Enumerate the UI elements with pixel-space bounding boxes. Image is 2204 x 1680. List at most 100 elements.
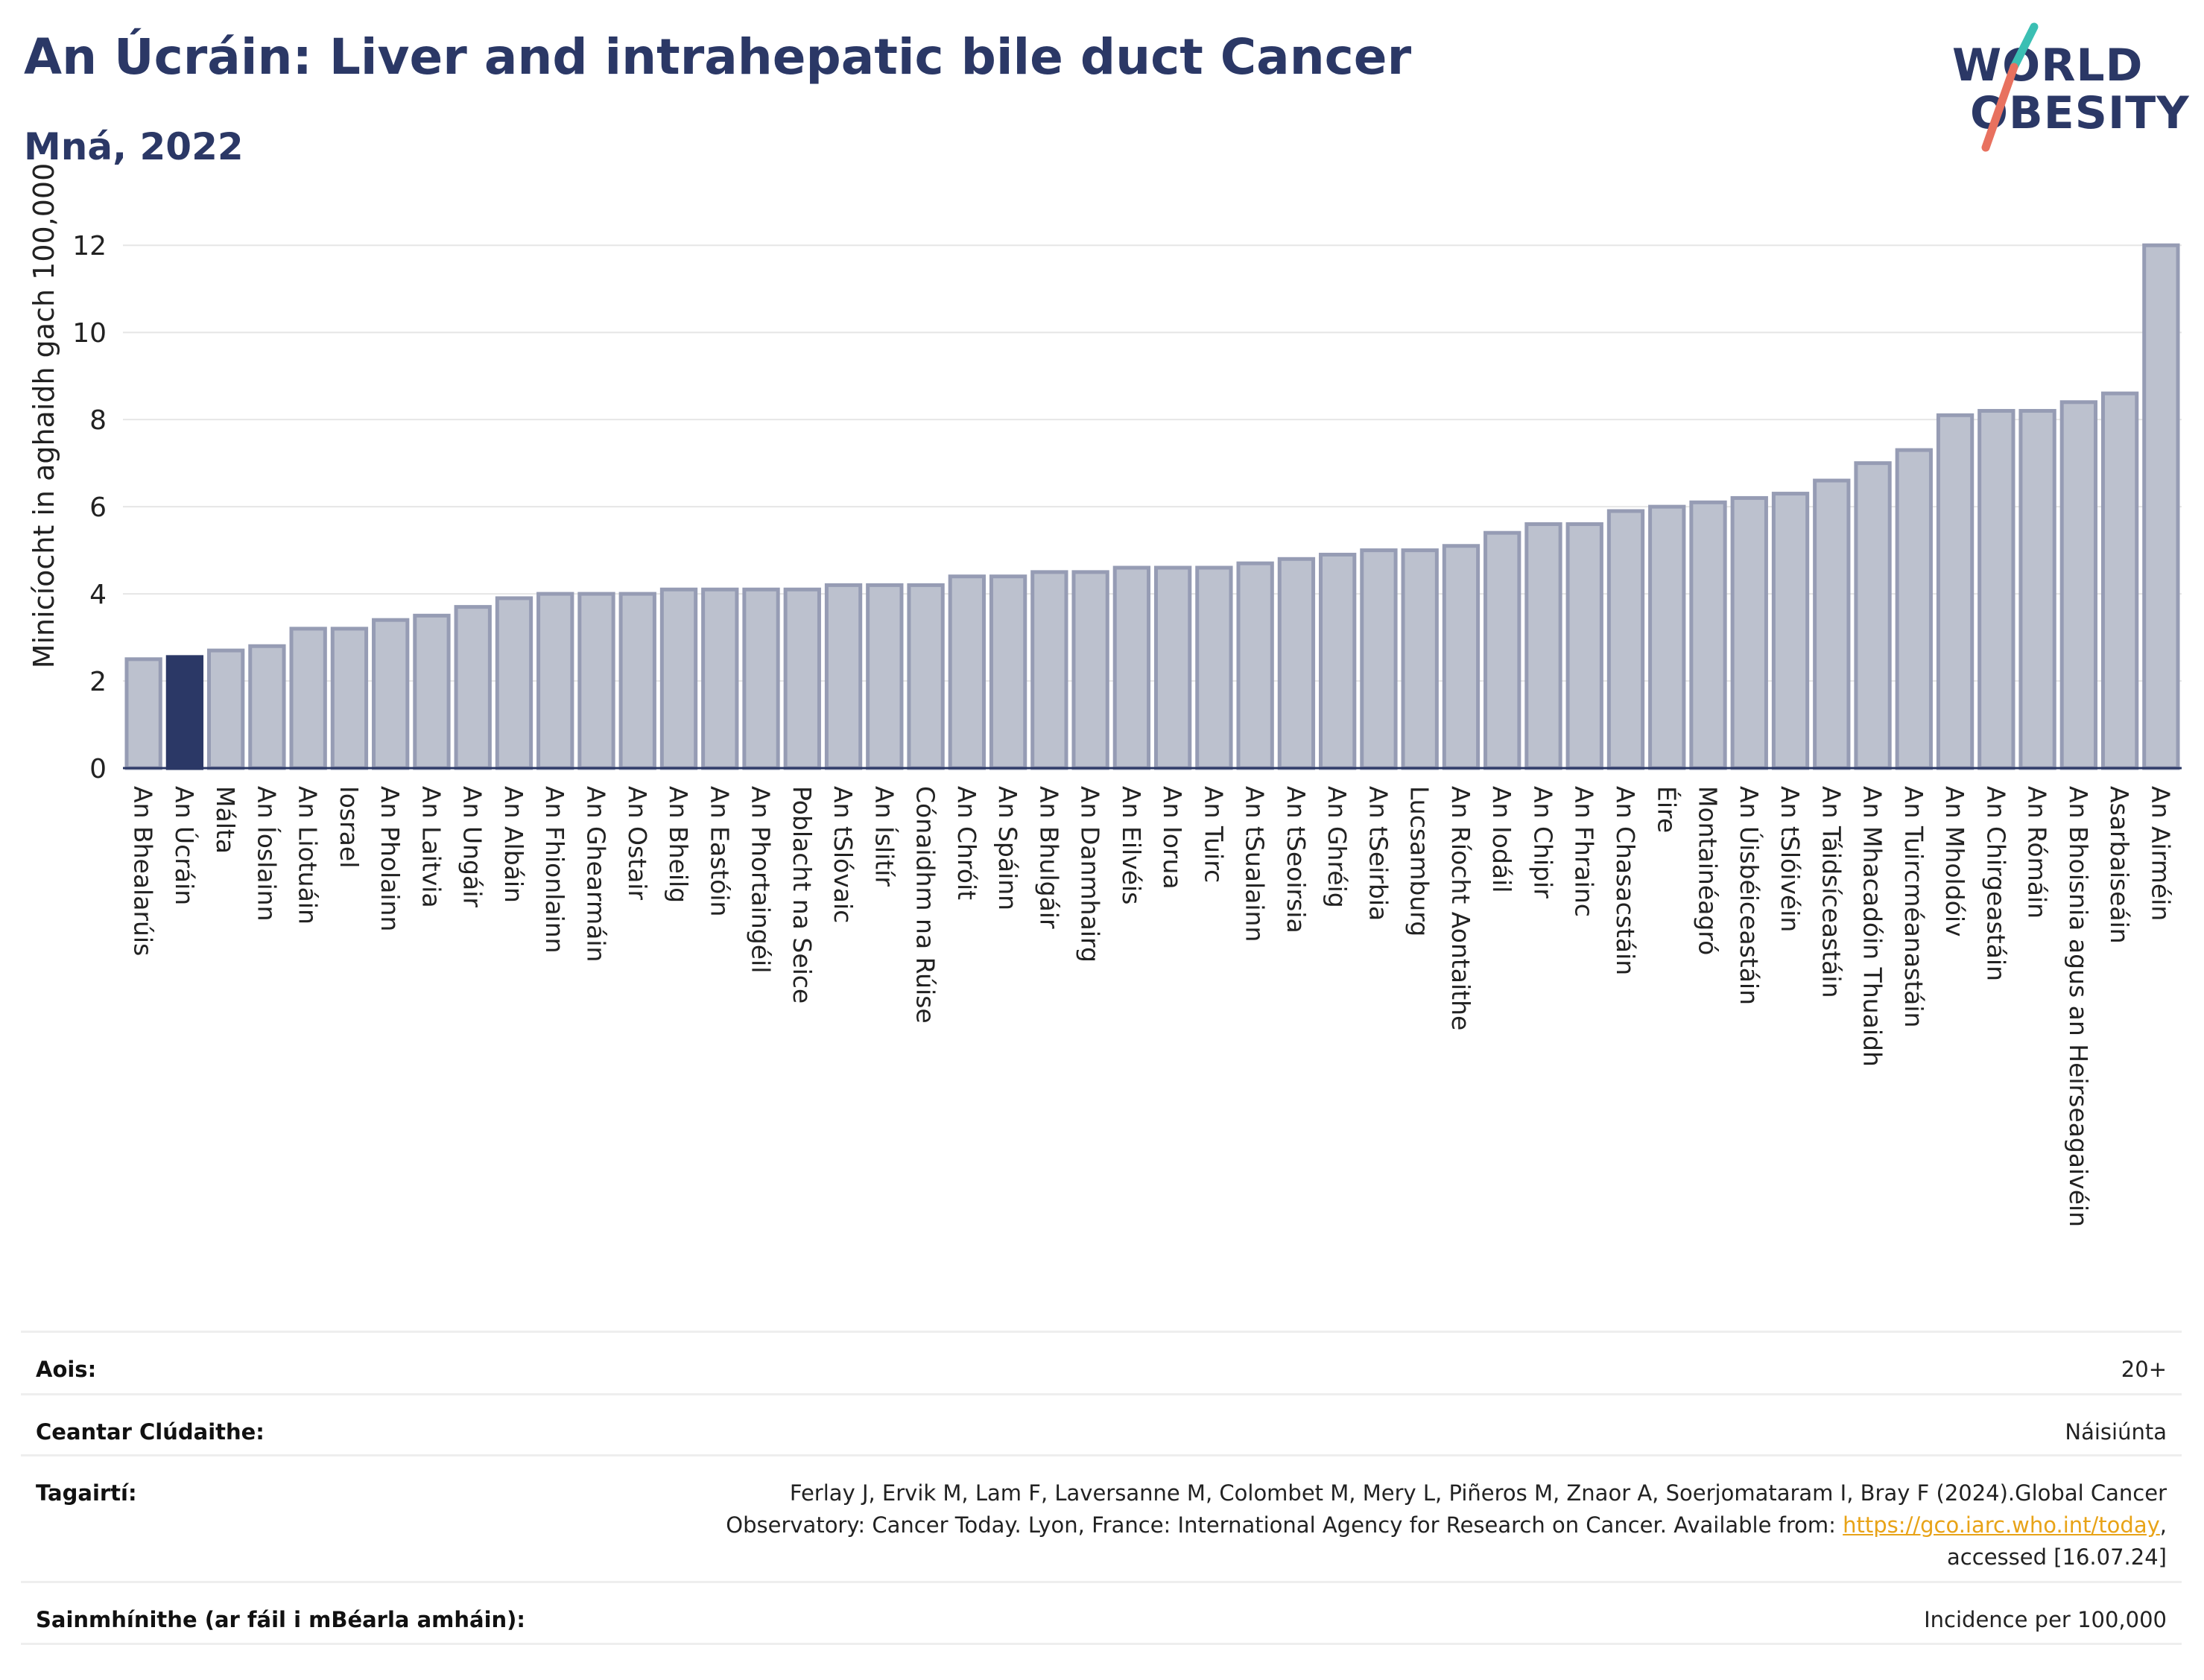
bar [1936, 413, 1975, 770]
x-tick-label: An tSualainn [1241, 786, 1270, 942]
axes: 0 2 4 6 8 10 12 An Bhealarúis An Úcráin Málta An Í… [72, 231, 2182, 1227]
x-tick-label: An tSlóivéin [1776, 786, 1805, 932]
bar [1442, 544, 1481, 770]
logo-word-world: WORLD [1952, 39, 2144, 92]
bar [1153, 565, 1192, 770]
bar [577, 592, 615, 770]
x-tick-label: An Mhacadóin Thuaidh [1858, 786, 1887, 1067]
references-line-3: accessed [16.07.24] [1947, 1544, 2167, 1570]
bar [372, 618, 410, 770]
age-label: Aois: [36, 1357, 97, 1382]
bar [1071, 570, 1109, 770]
y-tick-label: 6 [89, 492, 107, 523]
bar [2100, 391, 2139, 770]
x-tick-label: An Spáinn [993, 786, 1022, 910]
bar [1195, 565, 1233, 770]
x-tick-label: Málta [211, 786, 240, 854]
page-title: An Úcráin: Liver and intrahepatic bile d… [24, 28, 1412, 86]
y-tick-label: 2 [89, 667, 107, 697]
x-tick-label: An Ghearmáin [581, 786, 610, 962]
x-tick-label: Cónaidhm na Rúise [911, 786, 940, 1024]
x-tick-label: An Úisbéiceastáin [1735, 786, 1764, 1005]
bar [2059, 400, 2098, 770]
bar [1771, 492, 1810, 770]
x-tick-label: An Airméin [2146, 786, 2175, 921]
x-tick-label: An Fhrainc [1570, 786, 1599, 917]
area-value: Náisiúnta [2065, 1419, 2167, 1445]
x-tick-label: Asarbaiseáin [2105, 786, 2134, 944]
references-value: Ferlay J, Ervik M, Lam F, Laversanne M, … [726, 1477, 2167, 1573]
bar [1689, 500, 1727, 770]
bar [2018, 408, 2056, 770]
references-line-1: Ferlay J, Ervik M, Lam F, Laversanne M, … [789, 1480, 2167, 1506]
info-row-area: Ceantar Clúdaithe: Náisiúnta [21, 1393, 2182, 1454]
x-tick-label: An Táidsíceastáin [1817, 786, 1846, 998]
bar [206, 648, 245, 770]
x-tick-label: An Úcráin [170, 786, 200, 905]
bar [1524, 522, 1562, 770]
x-tick-label: An Iorua [1158, 786, 1187, 890]
bar [1030, 570, 1068, 770]
x-tick-label: Éire [1652, 786, 1682, 833]
y-tick-label: 8 [89, 405, 107, 436]
x-tick-label: An tSeirbia [1364, 786, 1393, 921]
info-row-references: Tagairtí: Ferlay J, Ervik M, Lam F, Lave… [21, 1454, 2182, 1581]
world-obesity-logo: WORLD OBESITY [1937, 21, 2191, 170]
bar [124, 657, 162, 770]
y-tick-label: 12 [72, 231, 107, 261]
x-tick-label: An Laitvia [417, 786, 446, 908]
age-value: 20+ [2121, 1357, 2167, 1382]
y-tick-label: 10 [72, 318, 107, 349]
bar [783, 587, 821, 770]
x-tick-label: An Albáin [499, 786, 528, 903]
x-tick-label: An Liotuáin [294, 786, 323, 925]
x-tick-label: An Ostair [623, 786, 652, 900]
bar [1895, 448, 1933, 770]
x-tick-label: Montainéagró [1694, 786, 1723, 955]
x-tick-label: An Tuirc [1199, 786, 1228, 883]
bar [1854, 461, 1892, 770]
x-tick-label: Poblacht na Seice [788, 786, 817, 1004]
y-tick-label: 0 [89, 754, 107, 784]
info-row-definitions: Sainmhínithe (ar fáil i mBéarla amháin):… [21, 1581, 2182, 1645]
y-axis-label: Minicíocht in aghaidh gach 100,000 [28, 163, 60, 669]
bar [1565, 522, 1603, 770]
bar [1648, 504, 1686, 770]
x-tick-label: An Ghréig [1323, 786, 1352, 908]
x-tick-label: An tSeoirsia [1282, 786, 1311, 933]
bar [1483, 530, 1521, 770]
bar [1730, 495, 1768, 770]
bar-chart: 0 2 4 6 8 10 12 An Bhealarúis An Úcráin Málta An Í… [28, 163, 2182, 1227]
gco-link[interactable]: https://gco.iarc.who.int/today [1843, 1512, 2160, 1538]
x-tick-label: An Bhealarúis [129, 786, 158, 956]
bar [495, 596, 533, 770]
references-label: Tagairtí: [36, 1480, 137, 1506]
bar [659, 587, 698, 770]
references-comma: , [2159, 1512, 2167, 1538]
x-tick-label: An Iodáil [1487, 786, 1516, 893]
x-tick-label: An Phortaingéil [747, 786, 776, 973]
x-tick-label: An Mholdóiv [1940, 786, 1969, 937]
bar [866, 583, 904, 770]
bars [124, 243, 2180, 770]
bar [330, 627, 369, 770]
bar [742, 587, 780, 770]
bar [2142, 243, 2180, 770]
bar [1813, 478, 1851, 770]
bar [1277, 557, 1316, 770]
x-tick-label: An Chipir [1528, 786, 1557, 898]
bar [1360, 548, 1398, 770]
x-tick-label: An Eilvéis [1117, 786, 1146, 904]
x-tick-label: An Pholainn [376, 786, 405, 931]
bar [1401, 548, 1439, 770]
bar [1977, 408, 2015, 770]
info-table: Aois: 20+ Ceantar Clúdaithe: Náisiúnta T… [21, 1331, 2182, 1645]
x-tick-label: An Chróit [952, 786, 981, 900]
bar [1236, 561, 1274, 770]
bar [536, 592, 574, 770]
x-tick-label: An Danmhairg [1076, 786, 1105, 963]
bar [1606, 509, 1645, 770]
x-tick-label: An Ríocht Aontaithe [1446, 786, 1475, 1030]
bar [824, 583, 863, 770]
x-tick-label: An Bhulgáir [1034, 786, 1063, 929]
